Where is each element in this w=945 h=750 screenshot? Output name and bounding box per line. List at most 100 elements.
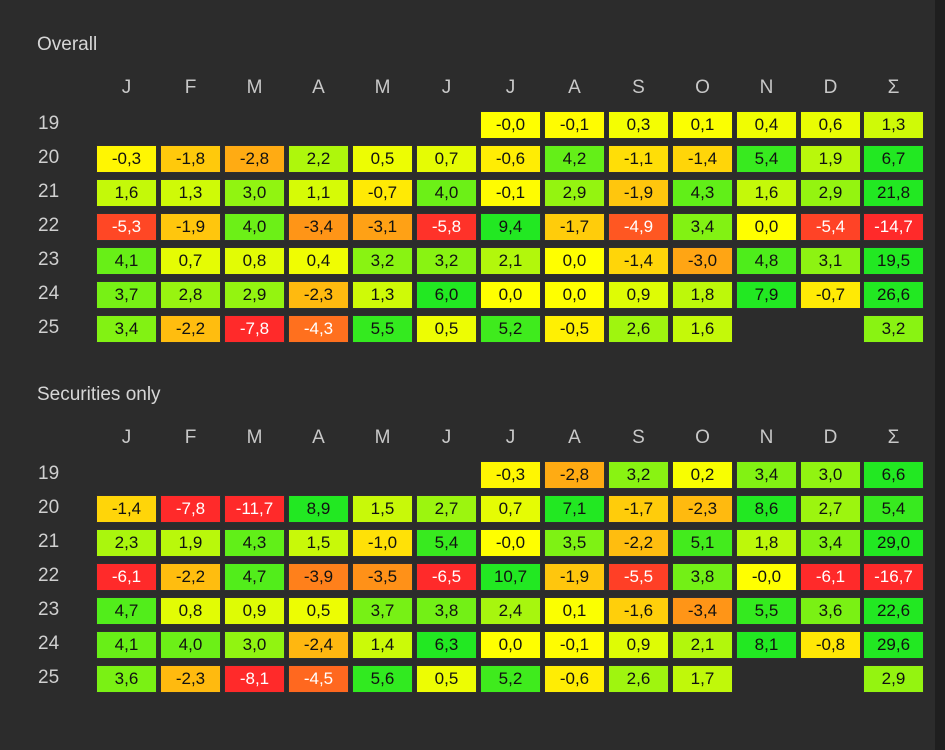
cell-month-return[interactable]: -1,6 (608, 597, 669, 625)
cell-month-return[interactable]: 3,8 (672, 563, 733, 591)
cell-month-return[interactable]: 7,1 (544, 495, 605, 523)
cell-month-return[interactable]: 1,3 (160, 179, 221, 207)
cell-month-return[interactable]: 1,9 (160, 529, 221, 557)
cell-month-return[interactable]: -3,4 (288, 213, 349, 241)
cell-month-return[interactable]: -1,7 (608, 495, 669, 523)
cell-month-return[interactable]: -1,9 (160, 213, 221, 241)
cell-month-return[interactable]: 3,4 (96, 315, 157, 343)
cell-month-return[interactable]: 0,5 (416, 665, 477, 693)
cell-month-return[interactable]: 0,1 (672, 111, 733, 139)
cell-month-return[interactable]: 3,6 (96, 665, 157, 693)
cell-month-return[interactable]: -1,0 (352, 529, 413, 557)
cell-month-return[interactable]: -0,3 (96, 145, 157, 173)
cell-month-return[interactable]: 9,4 (480, 213, 541, 241)
cell-month-return[interactable]: 0,5 (352, 145, 413, 173)
cell-year-total[interactable]: 6,6 (863, 461, 924, 489)
cell-year-total[interactable]: 29,0 (863, 529, 924, 557)
cell-month-return[interactable]: -1,4 (672, 145, 733, 173)
cell-month-return[interactable]: 1,5 (352, 495, 413, 523)
cell-month-return[interactable]: 5,2 (480, 665, 541, 693)
cell-month-return[interactable]: -0,0 (480, 111, 541, 139)
cell-year-total[interactable]: 5,4 (863, 495, 924, 523)
cell-month-return[interactable]: 6,3 (416, 631, 477, 659)
cell-month-return[interactable]: 5,2 (480, 315, 541, 343)
cell-month-return[interactable]: 0,8 (224, 247, 285, 275)
cell-month-return[interactable]: 3,2 (416, 247, 477, 275)
cell-month-return[interactable]: -1,9 (544, 563, 605, 591)
cell-year-total[interactable]: 21,8 (863, 179, 924, 207)
cell-year-total[interactable]: 22,6 (863, 597, 924, 625)
cell-month-return[interactable]: -6,1 (96, 563, 157, 591)
cell-month-return[interactable]: 2,6 (608, 665, 669, 693)
cell-month-return[interactable]: 2,7 (416, 495, 477, 523)
cell-month-return[interactable]: 1,8 (736, 529, 797, 557)
cell-month-return[interactable]: -1,9 (608, 179, 669, 207)
cell-month-return[interactable]: 5,5 (352, 315, 413, 343)
cell-month-return[interactable]: 5,5 (736, 597, 797, 625)
cell-month-return[interactable]: 3,0 (800, 461, 861, 489)
cell-month-return[interactable]: 0,9 (224, 597, 285, 625)
cell-year-total[interactable]: 2,9 (863, 665, 924, 693)
cell-month-return[interactable]: 1,6 (736, 179, 797, 207)
cell-month-return[interactable]: 1,8 (672, 281, 733, 309)
cell-month-return[interactable]: 3,4 (800, 529, 861, 557)
cell-month-return[interactable]: -3,5 (352, 563, 413, 591)
cell-month-return[interactable]: 3,7 (96, 281, 157, 309)
cell-month-return[interactable]: 3,8 (416, 597, 477, 625)
cell-month-return[interactable]: -5,4 (800, 213, 861, 241)
cell-month-return[interactable]: 8,6 (736, 495, 797, 523)
cell-month-return[interactable]: -0,1 (480, 179, 541, 207)
cell-month-return[interactable]: 2,2 (288, 145, 349, 173)
cell-month-return[interactable]: 1,7 (672, 665, 733, 693)
cell-month-return[interactable]: -2,2 (160, 563, 221, 591)
cell-month-return[interactable]: -2,3 (288, 281, 349, 309)
cell-month-return[interactable]: 2,7 (800, 495, 861, 523)
cell-month-return[interactable]: 3,2 (608, 461, 669, 489)
cell-month-return[interactable]: -2,8 (544, 461, 605, 489)
cell-month-return[interactable]: -0,8 (800, 631, 861, 659)
cell-month-return[interactable]: 2,6 (608, 315, 669, 343)
cell-month-return[interactable]: 0,0 (544, 247, 605, 275)
cell-month-return[interactable]: 0,8 (160, 597, 221, 625)
cell-month-return[interactable]: 3,4 (672, 213, 733, 241)
cell-month-return[interactable]: 4,2 (544, 145, 605, 173)
cell-month-return[interactable]: 5,4 (736, 145, 797, 173)
cell-month-return[interactable]: -8,1 (224, 665, 285, 693)
cell-month-return[interactable]: -1,1 (608, 145, 669, 173)
cell-month-return[interactable]: 4,3 (224, 529, 285, 557)
cell-month-return[interactable]: 0,0 (736, 213, 797, 241)
cell-month-return[interactable]: -2,2 (160, 315, 221, 343)
cell-month-return[interactable]: -6,1 (800, 563, 861, 591)
cell-month-return[interactable]: 4,1 (96, 247, 157, 275)
cell-month-return[interactable]: 4,0 (160, 631, 221, 659)
cell-month-return[interactable]: -5,3 (96, 213, 157, 241)
cell-month-return[interactable]: 0,7 (160, 247, 221, 275)
cell-month-return[interactable]: -0,3 (480, 461, 541, 489)
cell-month-return[interactable]: -1,4 (96, 495, 157, 523)
cell-year-total[interactable]: 29,6 (863, 631, 924, 659)
cell-month-return[interactable]: 0,4 (288, 247, 349, 275)
cell-month-return[interactable]: 4,1 (96, 631, 157, 659)
cell-month-return[interactable]: -0,7 (352, 179, 413, 207)
cell-month-return[interactable]: 1,1 (288, 179, 349, 207)
cell-month-return[interactable]: 0,7 (480, 495, 541, 523)
cell-month-return[interactable]: 4,8 (736, 247, 797, 275)
cell-month-return[interactable]: 10,7 (480, 563, 541, 591)
cell-month-return[interactable]: 2,9 (544, 179, 605, 207)
cell-month-return[interactable]: 3,5 (544, 529, 605, 557)
cell-year-total[interactable]: 26,6 (863, 281, 924, 309)
cell-month-return[interactable]: 1,6 (672, 315, 733, 343)
cell-month-return[interactable]: 3,0 (224, 631, 285, 659)
cell-month-return[interactable]: 1,3 (352, 281, 413, 309)
cell-month-return[interactable]: 3,2 (352, 247, 413, 275)
cell-month-return[interactable]: 5,1 (672, 529, 733, 557)
cell-month-return[interactable]: 4,7 (224, 563, 285, 591)
cell-month-return[interactable]: 4,0 (224, 213, 285, 241)
cell-month-return[interactable]: 1,4 (352, 631, 413, 659)
scrollbar-track[interactable] (935, 0, 945, 750)
cell-month-return[interactable]: -1,7 (544, 213, 605, 241)
cell-month-return[interactable]: 2,8 (160, 281, 221, 309)
cell-month-return[interactable]: 0,0 (480, 631, 541, 659)
cell-month-return[interactable]: -2,3 (672, 495, 733, 523)
cell-month-return[interactable]: -7,8 (224, 315, 285, 343)
